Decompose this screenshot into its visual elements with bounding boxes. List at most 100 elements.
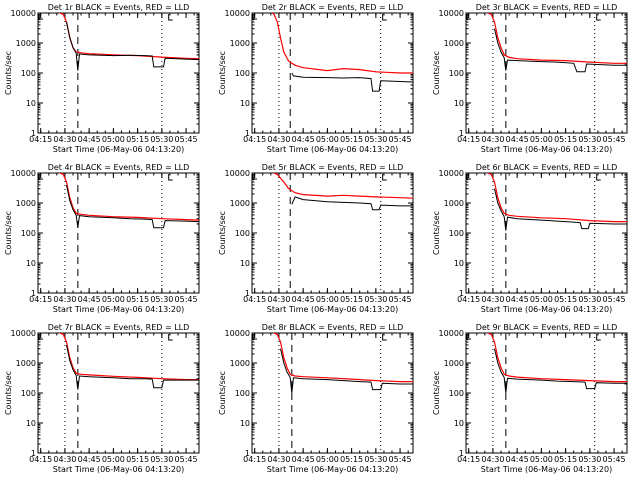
x-tick-label: 04:30 (481, 295, 504, 304)
y-axis-label: Counts/sec (218, 371, 227, 415)
lld-series-line (272, 333, 413, 383)
top-bracket-mark (382, 14, 387, 21)
x-tick-label: 05:30 (150, 295, 173, 304)
panel-title: Det 2r BLACK = Events, RED = LLD (262, 3, 404, 12)
top-bracket-mark (168, 14, 173, 21)
x-tick-label: 05:30 (578, 295, 601, 304)
x-tick-label: 05:00 (102, 455, 125, 464)
x-axis-label: Start Time (06-May-06 04:13:20) (481, 145, 612, 154)
x-tick-label: 04:45 (506, 455, 529, 464)
plot-frame (251, 332, 414, 454)
lld-series-line (486, 13, 627, 64)
panel-title: Det 3r BLACK = Events, RED = LLD (476, 3, 618, 12)
x-tick-label: 05:15 (340, 135, 363, 144)
y-tick-label: 1 (245, 289, 250, 298)
x-axis-label: Start Time (06-May-06 04:13:20) (267, 145, 398, 154)
y-tick-label: 100 (449, 69, 464, 78)
top-left-bracket-mark (38, 14, 43, 20)
plot-frame (465, 332, 628, 454)
x-tick-label: 04:45 (292, 135, 315, 144)
x-tick-label: 05:30 (364, 135, 387, 144)
events-series-line (66, 21, 199, 71)
events-series-line (66, 344, 199, 390)
top-bracket-mark (168, 174, 173, 181)
x-tick-label: 04:15 (29, 295, 52, 304)
y-tick-label: 1 (459, 289, 464, 298)
y-tick-label: 10 (240, 259, 250, 268)
x-tick-label: 05:15 (126, 455, 149, 464)
x-axis-label: Start Time (06-May-06 04:13:20) (53, 305, 184, 314)
x-tick-label: 04:30 (53, 455, 76, 464)
y-tick-label: 10 (26, 259, 36, 268)
x-tick-label: 04:30 (267, 455, 290, 464)
events-series-line (494, 188, 627, 231)
y-tick-label: 10 (26, 99, 36, 108)
detector-panel-4: Det 4r BLACK = Events, RED = LLD 1 10 100 10… (4, 163, 200, 314)
detector-panel-9: Det 9r BLACK = Events, RED = LLD 1 10 100 10… (432, 323, 628, 474)
y-tick-label: 1 (31, 289, 36, 298)
y-tick-label: 100 (449, 389, 464, 398)
x-tick-label: 05:45 (389, 455, 412, 464)
y-tick-label: 1000 (16, 359, 36, 368)
events-series-line (66, 184, 199, 229)
x-tick-label: 04:15 (243, 295, 266, 304)
x-tick-label: 05:00 (530, 455, 553, 464)
x-tick-label: 04:30 (267, 135, 290, 144)
x-tick-label: 04:15 (29, 455, 52, 464)
events-series-line (291, 196, 413, 211)
y-tick-label: 10000 (225, 169, 250, 178)
y-tick-label: 10000 (439, 329, 464, 338)
x-tick-label: 05:15 (126, 135, 149, 144)
x-tick-label: 04:30 (53, 295, 76, 304)
y-tick-label: 1 (459, 449, 464, 458)
x-tick-label: 05:30 (150, 135, 173, 144)
series-group (486, 173, 627, 231)
x-tick-label: 04:15 (243, 455, 266, 464)
y-tick-label: 100 (21, 389, 36, 398)
x-tick-label: 04:45 (506, 135, 529, 144)
events-series-line (291, 72, 413, 92)
y-axis-label: Counts/sec (4, 211, 13, 255)
panel-title: Det 6r BLACK = Events, RED = LLD (476, 163, 618, 172)
series-group (58, 333, 199, 390)
top-bracket-mark (382, 334, 387, 341)
x-tick-label: 04:15 (457, 295, 480, 304)
y-tick-label: 1000 (230, 199, 250, 208)
top-bracket-mark (596, 334, 601, 341)
panel-title: Det 8r BLACK = Events, RED = LLD (262, 323, 404, 332)
y-tick-label: 1000 (16, 39, 36, 48)
y-axis-label: Counts/sec (218, 51, 227, 95)
x-tick-label: 05:45 (389, 295, 412, 304)
top-left-bracket-mark (252, 174, 257, 180)
y-axis-label: Counts/sec (4, 371, 13, 415)
events-series-line (494, 28, 627, 73)
top-left-bracket-mark (38, 174, 43, 180)
x-tick-label: 05:30 (150, 455, 173, 464)
lld-series-line (58, 13, 199, 60)
series-group (58, 173, 199, 229)
x-tick-label: 04:45 (292, 455, 315, 464)
panel-title: Det 7r BLACK = Events, RED = LLD (48, 323, 190, 332)
y-tick-label: 1 (459, 129, 464, 138)
x-tick-label: 05:00 (530, 135, 553, 144)
series-group (272, 173, 413, 211)
y-tick-label: 1 (245, 449, 250, 458)
plot-frame (37, 12, 200, 134)
y-tick-label: 100 (449, 229, 464, 238)
x-tick-label: 04:45 (78, 135, 101, 144)
y-tick-label: 10000 (439, 9, 464, 18)
top-left-bracket-mark (38, 334, 43, 340)
x-tick-label: 04:45 (78, 295, 101, 304)
x-axis-label: Start Time (06-May-06 04:13:20) (267, 305, 398, 314)
x-tick-label: 05:15 (126, 295, 149, 304)
top-left-bracket-mark (466, 174, 471, 180)
y-tick-label: 1000 (444, 359, 464, 368)
series-group (271, 13, 413, 92)
y-tick-label: 100 (235, 69, 250, 78)
x-tick-label: 04:15 (457, 135, 480, 144)
x-axis-label: Start Time (06-May-06 04:13:20) (267, 465, 398, 474)
x-tick-label: 05:45 (175, 455, 198, 464)
y-axis-label: Counts/sec (432, 371, 441, 415)
y-tick-label: 10 (240, 99, 250, 108)
